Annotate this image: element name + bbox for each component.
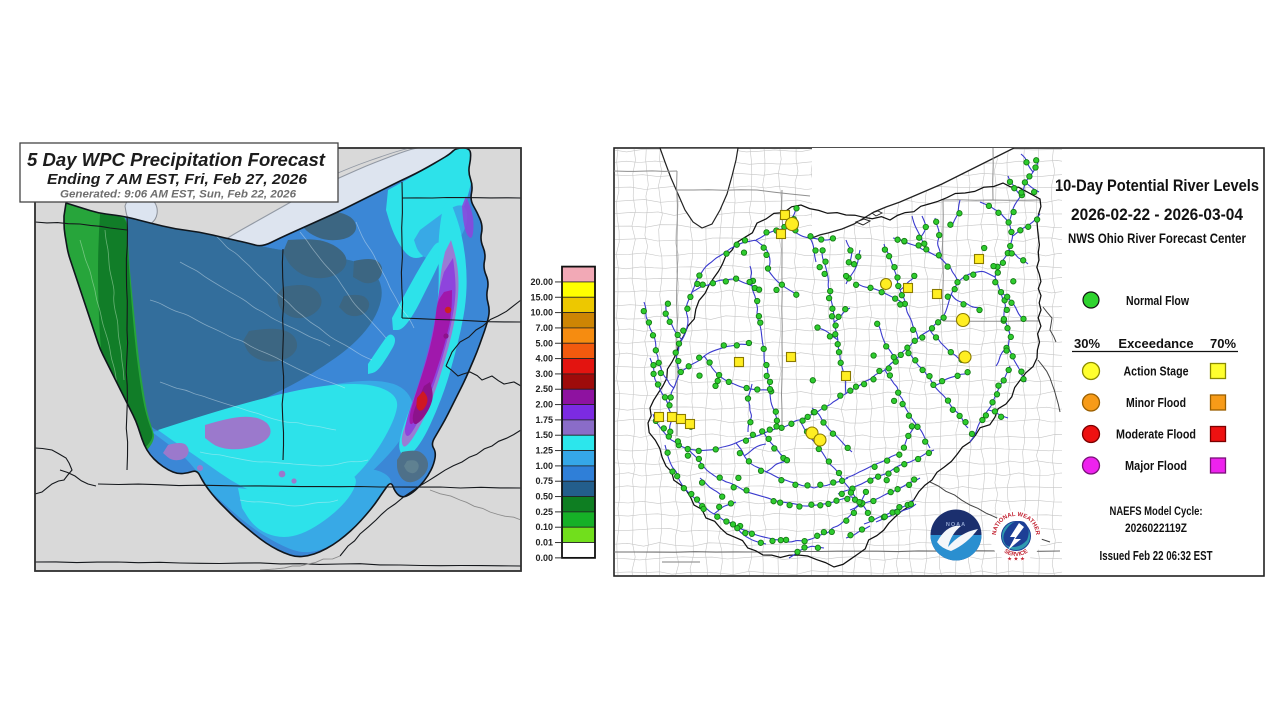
svg-text:1.75: 1.75 [535,415,553,425]
svg-text:NAEFS Model Cycle:: NAEFS Model Cycle: [1110,504,1203,518]
svg-text:20.00: 20.00 [530,277,553,287]
svg-text:NOAA: NOAA [946,522,966,528]
svg-text:0.01: 0.01 [535,538,553,548]
svg-text:SERVICE: SERVICE [1003,549,1029,559]
svg-text:★ ★ ★: ★ ★ ★ [1007,556,1025,563]
svg-text:5 Day WPC Precipitation Foreca: 5 Day WPC Precipitation Forecast [27,150,326,170]
svg-text:1.50: 1.50 [535,430,553,440]
svg-text:2.50: 2.50 [535,384,553,394]
svg-text:2026-02-22 - 2026-03-04: 2026-02-22 - 2026-03-04 [1071,205,1243,224]
svg-text:2026022119Z: 2026022119Z [1125,521,1187,535]
svg-text:0.75: 0.75 [535,476,553,486]
svg-text:Normal Flow: Normal Flow [1126,293,1190,308]
svg-text:5.00: 5.00 [535,338,553,348]
svg-text:10.00: 10.00 [530,308,553,318]
svg-text:Major Flood: Major Flood [1125,458,1187,473]
svg-text:7.00: 7.00 [535,323,553,333]
svg-text:15.00: 15.00 [530,292,553,302]
svg-text:10-Day Potential River Levels: 10-Day Potential River Levels [1055,176,1259,195]
svg-text:0.50: 0.50 [535,492,553,502]
svg-text:0.10: 0.10 [535,522,553,532]
svg-text:30%: 30% [1074,336,1100,351]
svg-text:3.00: 3.00 [535,369,553,379]
svg-text:NWS Ohio River Forecast Center: NWS Ohio River Forecast Center [1068,231,1247,246]
svg-text:2.00: 2.00 [535,400,553,410]
svg-text:1.25: 1.25 [535,446,553,456]
svg-text:0.25: 0.25 [535,507,553,517]
svg-text:Generated: 9:06 AM EST, Sun, F: Generated: 9:06 AM EST, Sun, Feb 22, 202… [60,189,297,201]
svg-text:Minor Flood: Minor Flood [1126,395,1186,410]
svg-text:4.00: 4.00 [535,354,553,364]
svg-text:Action Stage: Action Stage [1124,364,1189,379]
svg-text:Moderate Flood: Moderate Flood [1116,427,1196,442]
svg-text:Ending 7 AM EST, Fri, Feb 27,: Ending 7 AM EST, Fri, Feb 27, 2026 [47,171,308,188]
svg-text:1.00: 1.00 [535,461,553,471]
svg-text:0.00: 0.00 [535,553,553,563]
svg-text:Exceedance: Exceedance [1118,336,1193,351]
svg-text:Issued Feb 22 06:32 EST: Issued Feb 22 06:32 EST [1100,549,1213,563]
svg-text:70%: 70% [1210,336,1236,351]
